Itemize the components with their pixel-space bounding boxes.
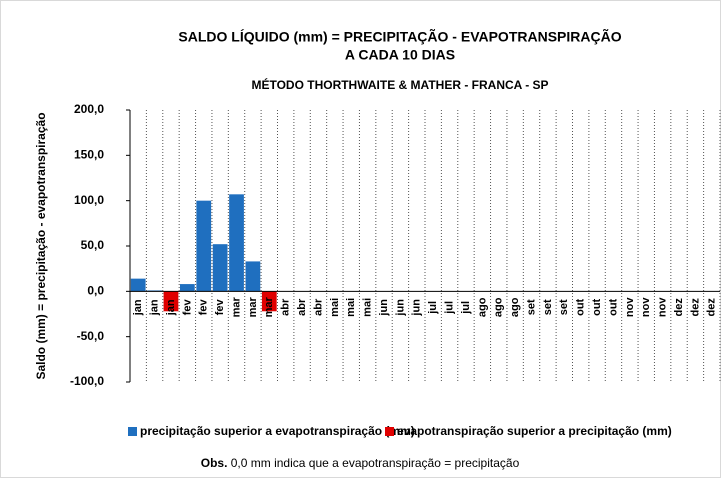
x-tick-label: jul xyxy=(427,301,439,315)
x-tick-label: nov xyxy=(624,297,636,317)
x-tick-label: abr xyxy=(312,298,324,316)
x-tick-label: dez xyxy=(706,298,718,317)
bar xyxy=(179,284,195,292)
x-tick-label: mai xyxy=(362,298,374,317)
note: Obs. 0,0 mm indica que a evapotranspiraç… xyxy=(201,456,520,470)
x-tick-label: mar xyxy=(247,297,259,318)
x-tick-label: fev xyxy=(181,299,193,316)
x-tick-label: set xyxy=(542,299,554,315)
y-tick-label: 200,0 xyxy=(74,102,104,116)
y-tick-label: 50,0 xyxy=(81,238,105,252)
x-tick-label: out xyxy=(591,298,603,315)
bar xyxy=(130,278,146,292)
x-tick-label: mar xyxy=(263,297,275,318)
x-tick-label: dez xyxy=(689,298,701,317)
y-tick-label: -50,0 xyxy=(77,329,105,343)
y-tick-label: 100,0 xyxy=(74,193,104,207)
x-tick-label: jun xyxy=(378,299,390,317)
x-tick-label: nov xyxy=(657,297,669,317)
x-tick-label: out xyxy=(575,298,587,315)
x-tick-label: jun xyxy=(411,299,423,317)
x-tick-label: abr xyxy=(296,298,308,316)
x-tick-label: nov xyxy=(640,297,652,317)
note-text: 0,0 mm indica que a evapotranspiração = … xyxy=(231,456,520,470)
legend-label: evapotranspiração superior a precipitaçã… xyxy=(397,424,672,438)
x-tick-label: jun xyxy=(394,299,406,317)
note-bold: Obs. xyxy=(201,456,228,470)
chart-subtitle: MÉTODO THORTHWAITE & MATHER - FRANCA - S… xyxy=(251,77,548,92)
x-tick-label: jul xyxy=(460,301,472,315)
x-tick-label: jul xyxy=(443,301,455,315)
y-tick-label: 150,0 xyxy=(74,148,104,162)
x-tick-label: ago xyxy=(509,297,521,317)
x-tick-label: mai xyxy=(329,298,341,317)
chart-title: A CADA 10 DIAS xyxy=(345,47,455,63)
x-tick-label: set xyxy=(558,299,570,315)
x-tick-label: fev xyxy=(198,299,210,316)
legend-swatch xyxy=(128,427,137,436)
x-tick-label: mai xyxy=(345,298,357,317)
y-tick-label: -100,0 xyxy=(70,374,104,388)
bar xyxy=(229,194,244,292)
y-axis-label: Saldo (mm) = precipitação - evapotranspi… xyxy=(34,112,48,379)
x-tick-label: set xyxy=(525,299,537,315)
x-tick-label: jan xyxy=(165,299,177,316)
x-tick-label: out xyxy=(607,298,619,315)
legend-label: precipitação superior a evapotranspiraçã… xyxy=(140,424,415,438)
x-tick-label: mar xyxy=(230,297,242,318)
x-tick-label: fev xyxy=(214,299,226,316)
chart-title: SALDO LÍQUIDO (mm) = PRECIPITAÇÃO - EVAP… xyxy=(178,28,621,45)
bar xyxy=(245,261,261,292)
x-tick-label: ago xyxy=(476,297,488,317)
x-tick-label: jan xyxy=(132,299,144,316)
bar xyxy=(196,200,212,292)
y-tick-label: 0,0 xyxy=(87,284,104,298)
x-tick-label: ago xyxy=(493,297,505,317)
bar xyxy=(212,244,228,292)
x-tick-label: abr xyxy=(280,298,292,316)
bar xyxy=(261,291,277,312)
legend-swatch xyxy=(385,427,394,436)
x-tick-label: dez xyxy=(673,298,685,317)
bar xyxy=(163,291,179,312)
x-tick-label: jan xyxy=(148,299,160,316)
